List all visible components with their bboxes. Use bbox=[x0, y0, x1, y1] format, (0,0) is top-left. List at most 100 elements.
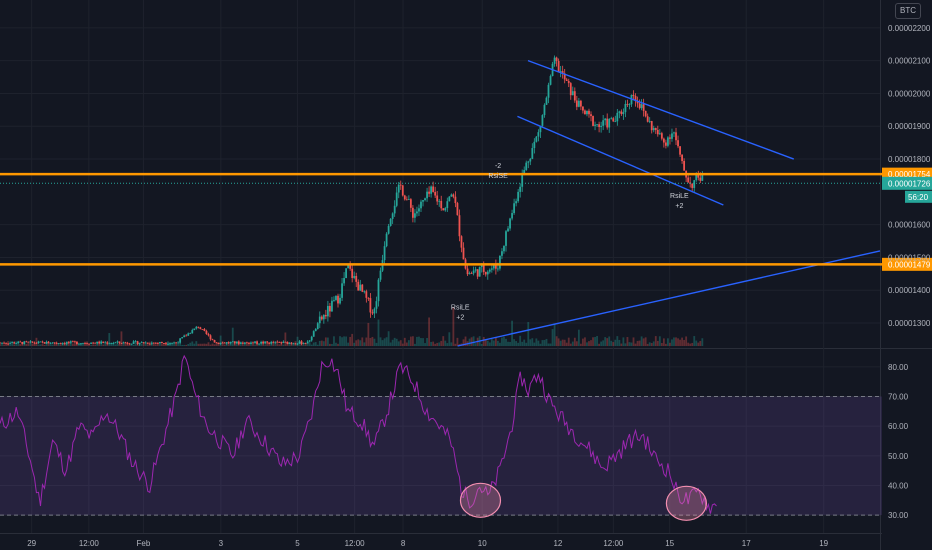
volume-bar bbox=[3, 344, 5, 346]
candle-body bbox=[422, 200, 424, 202]
candle-body bbox=[272, 341, 275, 343]
time-tick-label: 12:00 bbox=[603, 539, 624, 548]
volume-bar bbox=[88, 343, 90, 346]
volume-bar bbox=[118, 343, 121, 346]
candle-body bbox=[420, 201, 422, 209]
level-price-tag: 0.00001754 bbox=[888, 170, 931, 179]
volume-bar bbox=[363, 342, 366, 346]
trendline-rising-support[interactable] bbox=[457, 250, 881, 347]
candle-body bbox=[531, 148, 534, 159]
volume-bar bbox=[579, 343, 582, 346]
volume-bar bbox=[683, 339, 686, 346]
signal-count: +2 bbox=[456, 315, 464, 322]
volume-bar bbox=[195, 341, 198, 346]
candle-body bbox=[90, 342, 92, 344]
candle-body bbox=[545, 97, 548, 105]
volume-bar bbox=[248, 343, 250, 346]
candle-body bbox=[634, 95, 637, 102]
rsi-band bbox=[0, 396, 882, 516]
price-tick-label: 0.00001800 bbox=[888, 155, 931, 164]
trendline-channel-lower[interactable] bbox=[517, 115, 724, 206]
candle-body bbox=[375, 301, 378, 309]
volume-bar bbox=[0, 344, 1, 346]
candle-body bbox=[414, 213, 416, 218]
volume-bar bbox=[201, 343, 204, 346]
candle-body bbox=[114, 342, 117, 344]
volume-bar bbox=[411, 336, 414, 346]
price-tick-label: 0.00001500 bbox=[888, 253, 931, 262]
candle-body bbox=[446, 201, 449, 209]
candle-body bbox=[521, 174, 524, 187]
volume-bar bbox=[179, 342, 182, 346]
volume-bar bbox=[389, 342, 392, 346]
volume-bar bbox=[312, 342, 315, 346]
candle-body bbox=[7, 343, 9, 345]
volume-bar bbox=[531, 338, 534, 346]
trendlines[interactable] bbox=[457, 59, 881, 347]
volume-bar bbox=[292, 342, 295, 346]
candle-body bbox=[369, 298, 372, 313]
volume-bar bbox=[681, 337, 683, 346]
price-tick-label: 0.00001600 bbox=[888, 221, 931, 230]
candle-body bbox=[108, 343, 111, 345]
candle-body bbox=[39, 341, 42, 343]
volume-bar bbox=[482, 336, 485, 346]
volume-bar bbox=[98, 344, 101, 346]
candle-body bbox=[662, 138, 665, 143]
candle-body bbox=[237, 341, 240, 344]
volume-bar bbox=[31, 343, 34, 346]
volume-bar bbox=[567, 337, 570, 346]
candle-body bbox=[258, 343, 260, 345]
candle-body bbox=[302, 343, 305, 344]
volume-bar bbox=[401, 343, 404, 346]
current-price-tag-bg bbox=[882, 176, 932, 190]
candle-body bbox=[541, 115, 544, 126]
volume-bar bbox=[304, 343, 307, 346]
volume-bar bbox=[341, 337, 343, 346]
volume-bar bbox=[628, 342, 631, 346]
symbol-badge[interactable]: BTC bbox=[895, 3, 921, 19]
candle-body bbox=[80, 343, 82, 345]
volume-bar bbox=[399, 340, 402, 346]
trendline-channel-upper[interactable] bbox=[527, 59, 795, 160]
candle-body bbox=[63, 343, 66, 344]
candle-body bbox=[679, 146, 681, 155]
candle-body bbox=[553, 57, 556, 64]
horizontal-levels[interactable]: 0.00001754 0.00001479 0.00001726 56:20 bbox=[0, 167, 932, 271]
price-axis[interactable]: 0.00002200 0.00002100 0.00002000 0.00001900… bbox=[888, 24, 931, 520]
volume-bar bbox=[444, 340, 447, 346]
countdown-tag: 56:20 bbox=[908, 193, 929, 202]
volume-bar bbox=[343, 336, 345, 346]
candle-body bbox=[385, 233, 388, 247]
candle-body bbox=[691, 183, 694, 188]
candle-body bbox=[229, 342, 232, 344]
volume-bar bbox=[608, 336, 611, 346]
volume-bar bbox=[660, 342, 663, 346]
candle-body bbox=[35, 343, 38, 344]
time-axis[interactable]: 29 12:00 Feb 3 5 12:00 8 10 12 12:00 15 17 19 bbox=[27, 539, 828, 548]
candle-body bbox=[116, 341, 119, 343]
volume-bar bbox=[11, 341, 14, 346]
candle-body bbox=[383, 246, 386, 261]
volume-bar bbox=[353, 342, 356, 346]
volume-bar bbox=[102, 344, 105, 346]
candle-body bbox=[142, 342, 145, 344]
candle-body bbox=[158, 342, 161, 343]
volume-bar bbox=[594, 337, 596, 346]
candle-body bbox=[112, 343, 115, 344]
candle-body bbox=[484, 271, 487, 275]
volume-bar bbox=[636, 340, 639, 346]
candle-body bbox=[669, 137, 671, 139]
time-tick-label: 10 bbox=[478, 539, 487, 548]
candle-body bbox=[104, 342, 107, 344]
candle-body bbox=[458, 215, 461, 237]
candle-body bbox=[124, 342, 127, 344]
candle-body bbox=[549, 76, 552, 85]
volume-bar bbox=[13, 344, 16, 346]
candle-body bbox=[239, 342, 242, 344]
candle-body bbox=[187, 333, 190, 336]
volume-bar bbox=[584, 337, 586, 346]
volume-bar bbox=[691, 342, 694, 346]
volume-bar bbox=[73, 341, 76, 346]
